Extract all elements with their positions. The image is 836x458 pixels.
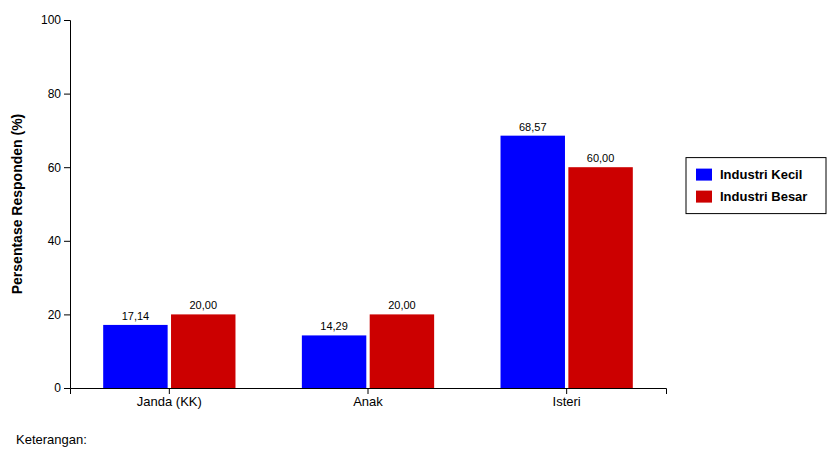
y-tick: 20 — [48, 308, 70, 322]
y-tick: 0 — [54, 381, 70, 395]
y-tick: 60 — [48, 161, 70, 175]
y-axis-line — [64, 21, 71, 389]
legend-swatch — [696, 191, 712, 203]
data-labels: 17,14 14,29 68,57 20,00 20,00 60,00 — [122, 121, 615, 333]
x-tick-mark — [368, 388, 369, 394]
plot: 17,14 14,29 68,57 20,00 20,00 60,00 Janda (KK)… — [9, 13, 667, 409]
legend: Industri Kecil Industri Besar — [686, 158, 826, 214]
x-tick: Janda (KK) — [137, 388, 202, 409]
legend-box — [686, 158, 826, 214]
data-label: 60,00 — [587, 152, 615, 164]
chart: 17,14 14,29 68,57 20,00 20,00 60,00 Janda (KK)… — [0, 0, 836, 458]
bar — [370, 314, 434, 388]
legend-label: Industri Kecil — [720, 167, 802, 182]
legend-swatch — [696, 169, 712, 181]
data-label: 68,57 — [519, 121, 547, 133]
y-tick-mark — [64, 167, 70, 168]
y-tick-mark — [64, 388, 70, 389]
y-axis-title: Persentase Responden (%) — [9, 114, 25, 295]
data-label: 17,14 — [122, 310, 150, 322]
x-tick-label: Janda (KK) — [137, 394, 202, 409]
data-label: 20,00 — [388, 299, 416, 311]
y-tick-label: 40 — [48, 234, 62, 248]
y-tick-label: 80 — [48, 87, 62, 101]
y-tick-label: 100 — [41, 13, 61, 27]
y-tick-label: 20 — [48, 308, 62, 322]
data-label: 20,00 — [189, 299, 217, 311]
y-tick-label: 60 — [48, 161, 62, 175]
chart-container: 17,14 14,29 68,57 20,00 20,00 60,00 Janda (KK)… — [0, 0, 836, 458]
x-tick-mark — [566, 388, 567, 394]
x-tick-mark — [169, 388, 170, 394]
y-tick: 40 — [48, 234, 70, 248]
y-tick-mark — [64, 241, 70, 242]
bar — [103, 325, 167, 388]
data-label: 14,29 — [320, 320, 348, 332]
annotation: Keterangan: — [16, 432, 87, 447]
x-tick-label: Isteri — [553, 394, 581, 409]
bar — [171, 314, 235, 388]
x-tick: Anak — [353, 388, 383, 409]
x-axis-line — [71, 389, 667, 395]
y-tick-label: 0 — [54, 381, 61, 395]
bars — [103, 136, 633, 388]
x-axis: Janda (KK) Anak Isteri — [71, 388, 667, 409]
y-tick-mark — [64, 94, 70, 95]
y-tick: 80 — [48, 87, 70, 101]
bar — [302, 335, 366, 388]
legend-item: Industri Besar — [696, 189, 807, 204]
x-tick-label: Anak — [353, 394, 383, 409]
legend-item: Industri Kecil — [696, 167, 802, 182]
bar — [568, 167, 632, 388]
y-axis: 0 20 40 60 80 100 — [41, 13, 71, 395]
y-tick-mark — [64, 20, 70, 21]
y-tick-mark — [64, 314, 70, 315]
y-tick: 100 — [41, 13, 70, 27]
bar — [501, 136, 565, 388]
legend-label: Industri Besar — [720, 189, 807, 204]
x-tick: Isteri — [553, 388, 581, 409]
